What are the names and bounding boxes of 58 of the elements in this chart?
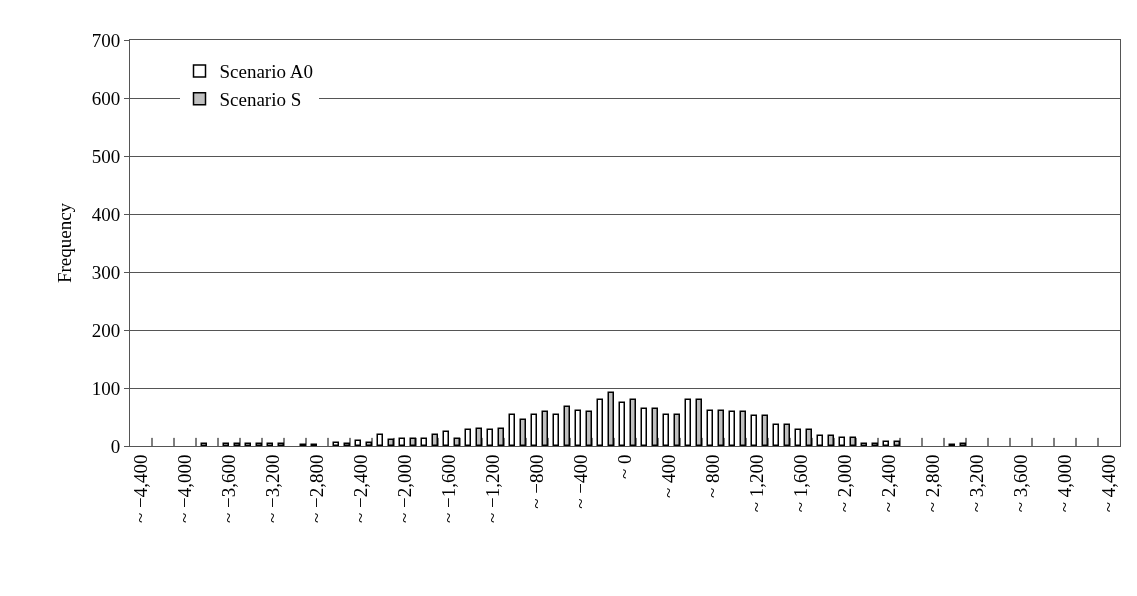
x-tick-label: ~ −1,200 <box>482 454 504 524</box>
x-tick-label: ~ −2,000 <box>394 454 416 524</box>
bar <box>574 409 581 446</box>
x-tick-label: ~ 800 <box>702 454 724 499</box>
x-tick-label: ~ −4,000 <box>174 454 196 524</box>
bar <box>552 413 559 446</box>
bar <box>398 437 405 446</box>
bar <box>772 423 779 446</box>
bar <box>508 413 515 446</box>
x-tick-label: ~ 1,600 <box>790 454 812 513</box>
bar <box>794 428 801 446</box>
bar <box>464 428 471 446</box>
bar <box>376 433 383 446</box>
legend-label: Scenario S <box>219 89 302 111</box>
bar <box>420 437 427 446</box>
x-tick-label: ~ 2,000 <box>834 454 856 513</box>
bar <box>640 407 647 446</box>
x-tick-label: ~ −800 <box>526 454 548 509</box>
bar <box>596 398 603 446</box>
y-tick-label: 200 <box>91 319 121 341</box>
x-tick-label: ~ −400 <box>570 454 592 509</box>
bar <box>838 436 845 446</box>
x-tick-label: ~ −2,400 <box>350 454 372 524</box>
y-tick-label: 0 <box>110 435 121 457</box>
x-tick-label: ~ 1,200 <box>746 454 768 513</box>
x-tick-label: ~ 3,200 <box>966 454 988 513</box>
bar <box>618 401 625 446</box>
x-tick-label: ~ −2,800 <box>306 454 328 524</box>
x-tick-label: ~ −3,600 <box>218 454 240 524</box>
bar <box>816 434 823 446</box>
y-tick-label: 700 <box>91 29 121 51</box>
bar <box>728 410 735 446</box>
bar <box>662 413 669 446</box>
bar <box>750 414 757 446</box>
y-tick-label: 300 <box>91 261 121 283</box>
y-tick-label: 600 <box>91 87 121 109</box>
x-tick-label: ~ −4,400 <box>130 454 152 524</box>
x-tick-label: ~ −1,600 <box>438 454 460 524</box>
x-tick-label: ~ 2,800 <box>922 454 944 513</box>
x-tick-label: ~ 0 <box>614 454 636 480</box>
y-tick-label: 100 <box>91 377 121 399</box>
bar <box>530 413 537 446</box>
x-tick-label: ~ 2,400 <box>878 454 900 513</box>
x-tick-label: ~ −3,200 <box>262 454 284 524</box>
bar <box>706 409 713 446</box>
x-tick-label: ~ 400 <box>658 454 680 499</box>
x-tick-label: ~ 3,600 <box>1010 454 1032 513</box>
bar <box>607 391 614 446</box>
x-tick-label: ~ 4,000 <box>1054 454 1076 513</box>
y-tick-label: 400 <box>91 203 121 225</box>
y-axis-title: Frequency <box>53 202 75 284</box>
legend-label: Scenario A0 <box>219 61 313 83</box>
y-tick-label: 500 <box>91 145 121 167</box>
bar <box>486 428 493 446</box>
x-tick-label: ~ 4,400 <box>1098 454 1120 513</box>
bar <box>684 398 691 446</box>
bar <box>354 439 361 446</box>
bar <box>442 430 449 446</box>
